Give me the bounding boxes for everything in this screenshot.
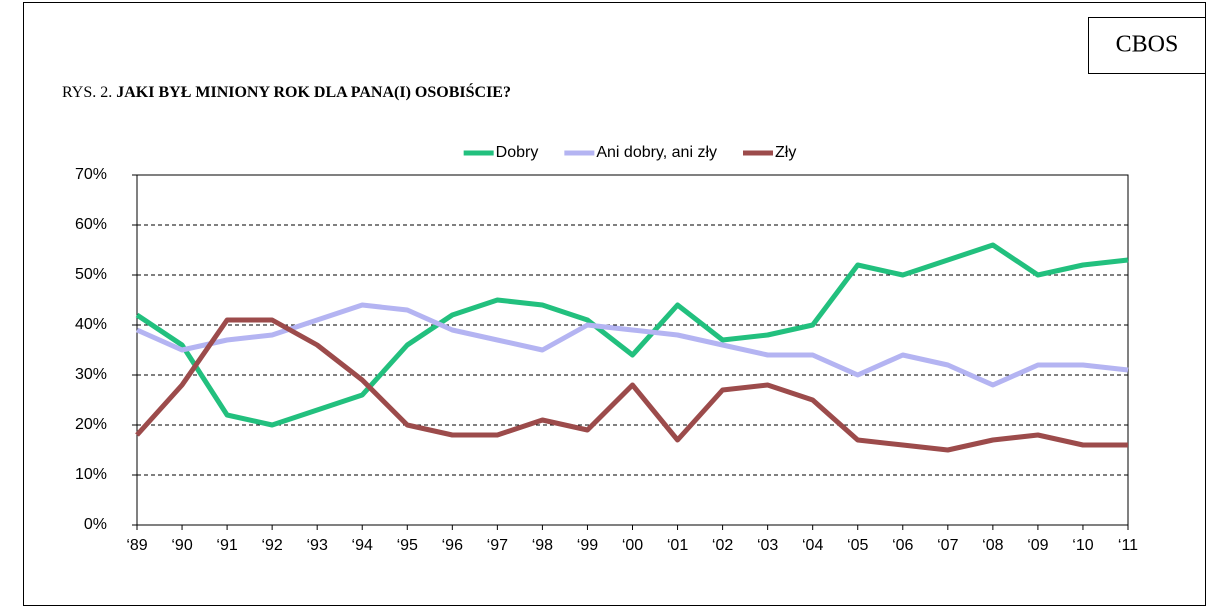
- x-tick-label: ‘98: [532, 537, 553, 554]
- x-tick-label: ‘93: [307, 537, 328, 554]
- series-line: [135, 302, 1129, 388]
- y-tick-label: 0%: [84, 516, 107, 533]
- x-tick-label: ‘01: [667, 537, 688, 554]
- legend-label: Zły: [775, 144, 796, 161]
- title-prefix: RYS. 2.: [62, 84, 112, 101]
- x-tick-label: ‘00: [622, 537, 643, 554]
- frame: [23, 2, 1206, 606]
- series-line: [135, 317, 1128, 453]
- y-tick-label: 20%: [75, 416, 107, 433]
- x-tick-label: ‘95: [397, 537, 418, 554]
- x-tick-label: ‘89: [126, 537, 147, 554]
- x-tick-label: ‘94: [352, 537, 373, 554]
- x-tick-label: ‘97: [487, 537, 508, 554]
- x-tick-label: ‘99: [577, 537, 598, 554]
- x-tick-label: ‘10: [1072, 537, 1093, 554]
- x-tick-label: ‘90: [171, 537, 192, 554]
- x-tick-label: ‘05: [847, 537, 868, 554]
- series-line: [135, 242, 1129, 428]
- x-tick-label: ‘06: [892, 537, 913, 554]
- x-tick-label: ‘02: [712, 537, 733, 554]
- legend: Dobry Ani dobry, ani zły Zły: [463, 144, 796, 161]
- x-tick-label: ‘03: [757, 537, 778, 554]
- x-tick-label: ‘04: [802, 537, 823, 554]
- legend-label: Dobry: [496, 144, 539, 161]
- x-tick-label: ‘92: [261, 537, 282, 554]
- x-tick-label: ‘08: [982, 537, 1003, 554]
- x-tick-label: ‘09: [1027, 537, 1048, 554]
- source: CBOS: [1116, 32, 1179, 58]
- y-tick-label: 50%: [75, 266, 107, 283]
- chart-title: RYS. 2. JAKI BYŁ MINIONY ROK DLA PANA(I)…: [62, 82, 511, 101]
- y-tick-label: 30%: [75, 366, 107, 383]
- y-tick-label: 10%: [75, 466, 107, 483]
- x-tick-label: ‘07: [937, 537, 958, 554]
- x-tick-label: ‘91: [216, 537, 237, 554]
- source-box: [1088, 17, 1206, 74]
- title-text: JAKI BYŁ MINIONY ROK DLA PANA(I) OSOBIŚC…: [116, 82, 511, 101]
- x-tick-label: ‘96: [442, 537, 463, 554]
- legend-label: Ani dobry, ani zły: [596, 144, 717, 161]
- y-tick-label: 70%: [75, 166, 107, 183]
- y-tick-label: 40%: [75, 316, 107, 333]
- y-tick-label: 60%: [75, 216, 107, 233]
- plot-border: [136, 174, 1129, 526]
- x-tick-label: ‘11: [1118, 537, 1138, 554]
